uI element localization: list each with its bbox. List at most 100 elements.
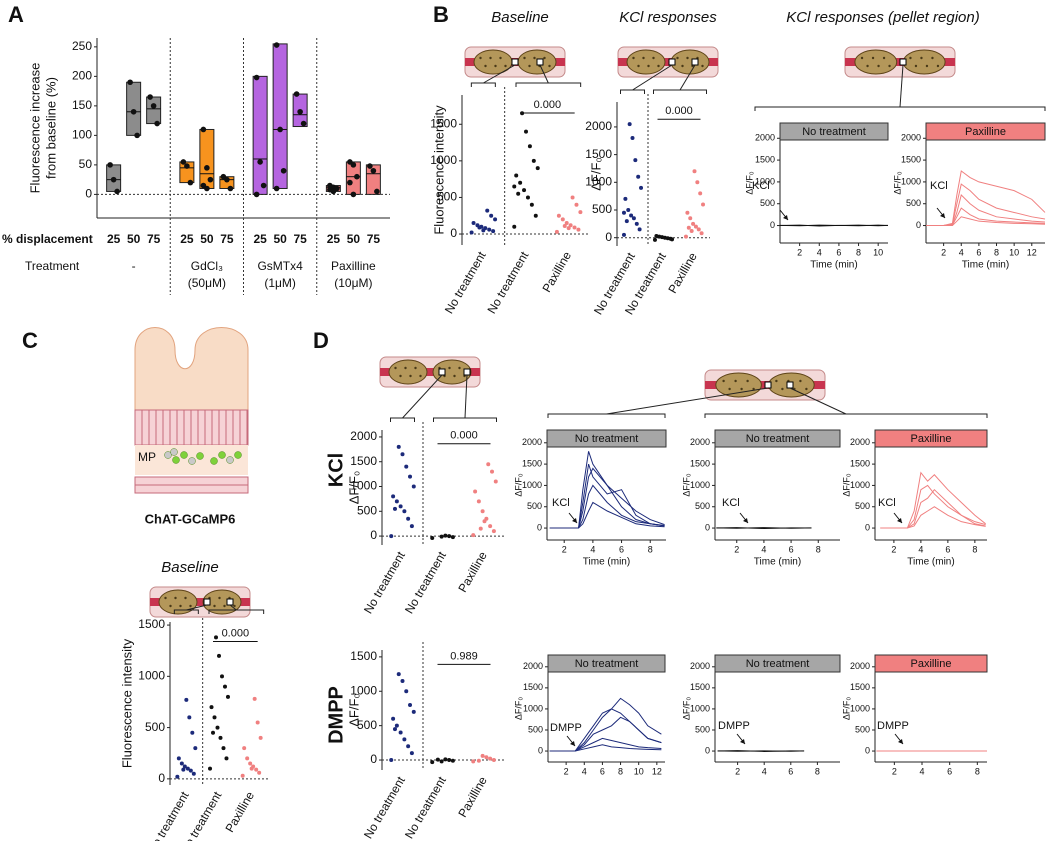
point: [621, 210, 626, 215]
bracket: [515, 82, 582, 87]
x-tick-label: 75: [293, 232, 307, 246]
point: [404, 689, 409, 694]
range-bar: [365, 164, 381, 195]
point: [634, 221, 639, 226]
point: [512, 224, 517, 229]
x-tick-label: 10: [873, 247, 883, 257]
point: [624, 219, 629, 224]
pellet-dot: [414, 366, 417, 370]
y-axis-label: ΔF/F₀: [681, 473, 691, 497]
y-tick-label: 250: [72, 39, 92, 53]
point: [701, 202, 706, 207]
y-tick-label: 1000: [850, 480, 870, 490]
pellet-dot: [909, 56, 912, 60]
pellet-dot: [746, 379, 749, 383]
point: [443, 757, 448, 762]
point: [370, 167, 377, 174]
point: [450, 758, 455, 763]
panel-letter: C: [22, 328, 38, 353]
pellet: [388, 359, 428, 385]
point: [391, 494, 396, 499]
x-tick-label: 4: [590, 544, 595, 554]
panel-letter: A: [8, 2, 24, 27]
chart-title: Paxilline: [911, 658, 952, 670]
chart-title: No treatment: [575, 658, 639, 670]
point: [564, 221, 569, 226]
point: [516, 191, 521, 196]
x-axis-label: Time (min): [583, 557, 630, 568]
x-tick-label: 4: [761, 544, 766, 554]
trace: [880, 506, 986, 529]
point: [484, 755, 489, 760]
point: [524, 129, 528, 134]
annotation: DMPP: [718, 720, 750, 732]
arrow-head: [897, 518, 902, 523]
point: [253, 74, 260, 81]
point: [630, 136, 635, 140]
p-value: 0.000: [534, 99, 562, 111]
region-marker: [536, 58, 544, 66]
point: [623, 196, 628, 201]
arrow-head: [572, 518, 577, 523]
y-axis-label: ΔF/F₀: [346, 471, 361, 505]
bracket-link: [483, 64, 516, 84]
point: [683, 234, 688, 239]
point: [212, 715, 217, 720]
point: [154, 120, 160, 127]
y-tick-label: 0: [370, 752, 377, 766]
region-marker: [899, 58, 907, 66]
point: [200, 126, 207, 133]
point: [636, 174, 641, 179]
y-tick-label: 100: [72, 128, 92, 142]
bracket-link: [632, 64, 673, 91]
y-tick-label: 0: [865, 745, 870, 755]
schematic: [149, 586, 251, 618]
row-label: KCl: [325, 453, 347, 487]
y-tick-label: 500: [145, 720, 165, 734]
point: [400, 678, 405, 683]
point: [411, 484, 416, 489]
point: [685, 210, 690, 215]
y-tick-label: 2000: [690, 437, 710, 447]
region-marker: [203, 598, 211, 606]
y-tick-label: 150: [72, 98, 92, 112]
header-box: [874, 429, 988, 448]
x-tick-label: No treatment: [361, 774, 408, 841]
x-tick-label: 2: [735, 766, 740, 776]
pellet-dot: [701, 64, 704, 68]
point: [257, 770, 262, 775]
x-tick-label: 12: [652, 766, 662, 776]
point: [300, 120, 307, 127]
point: [698, 191, 703, 196]
point: [406, 516, 411, 521]
x-tick-label: 50: [127, 232, 141, 246]
point: [670, 237, 675, 242]
neuron: [196, 452, 204, 460]
y-tick-label: 0: [705, 745, 710, 755]
point: [257, 159, 263, 165]
y-tick-label: 500: [855, 501, 870, 511]
point: [253, 191, 260, 198]
x-tick-label: 6: [619, 544, 624, 554]
point: [447, 534, 452, 539]
pellet-dot: [419, 374, 422, 378]
y-tick-label: 500: [695, 724, 710, 734]
range-bar: [126, 81, 142, 136]
pellet-dot: [866, 64, 869, 68]
x-axis-label: Time (min): [962, 260, 1009, 271]
pellet: [202, 589, 242, 615]
y-tick-label: 200: [72, 69, 92, 83]
point: [491, 529, 496, 534]
trace: [549, 501, 665, 529]
point: [293, 91, 300, 97]
x-tick-label: 6: [788, 766, 793, 776]
x-tick-label: 6: [976, 247, 981, 257]
trace: [926, 194, 1046, 227]
x-tick-label: 4: [920, 766, 925, 776]
arrow-head: [940, 213, 945, 218]
header-box: [546, 429, 667, 448]
header-box: [925, 122, 1046, 141]
y-tick-label: 2000: [850, 437, 870, 447]
row-label: DMPP: [325, 686, 347, 744]
x-tick-label: 75: [220, 232, 234, 246]
